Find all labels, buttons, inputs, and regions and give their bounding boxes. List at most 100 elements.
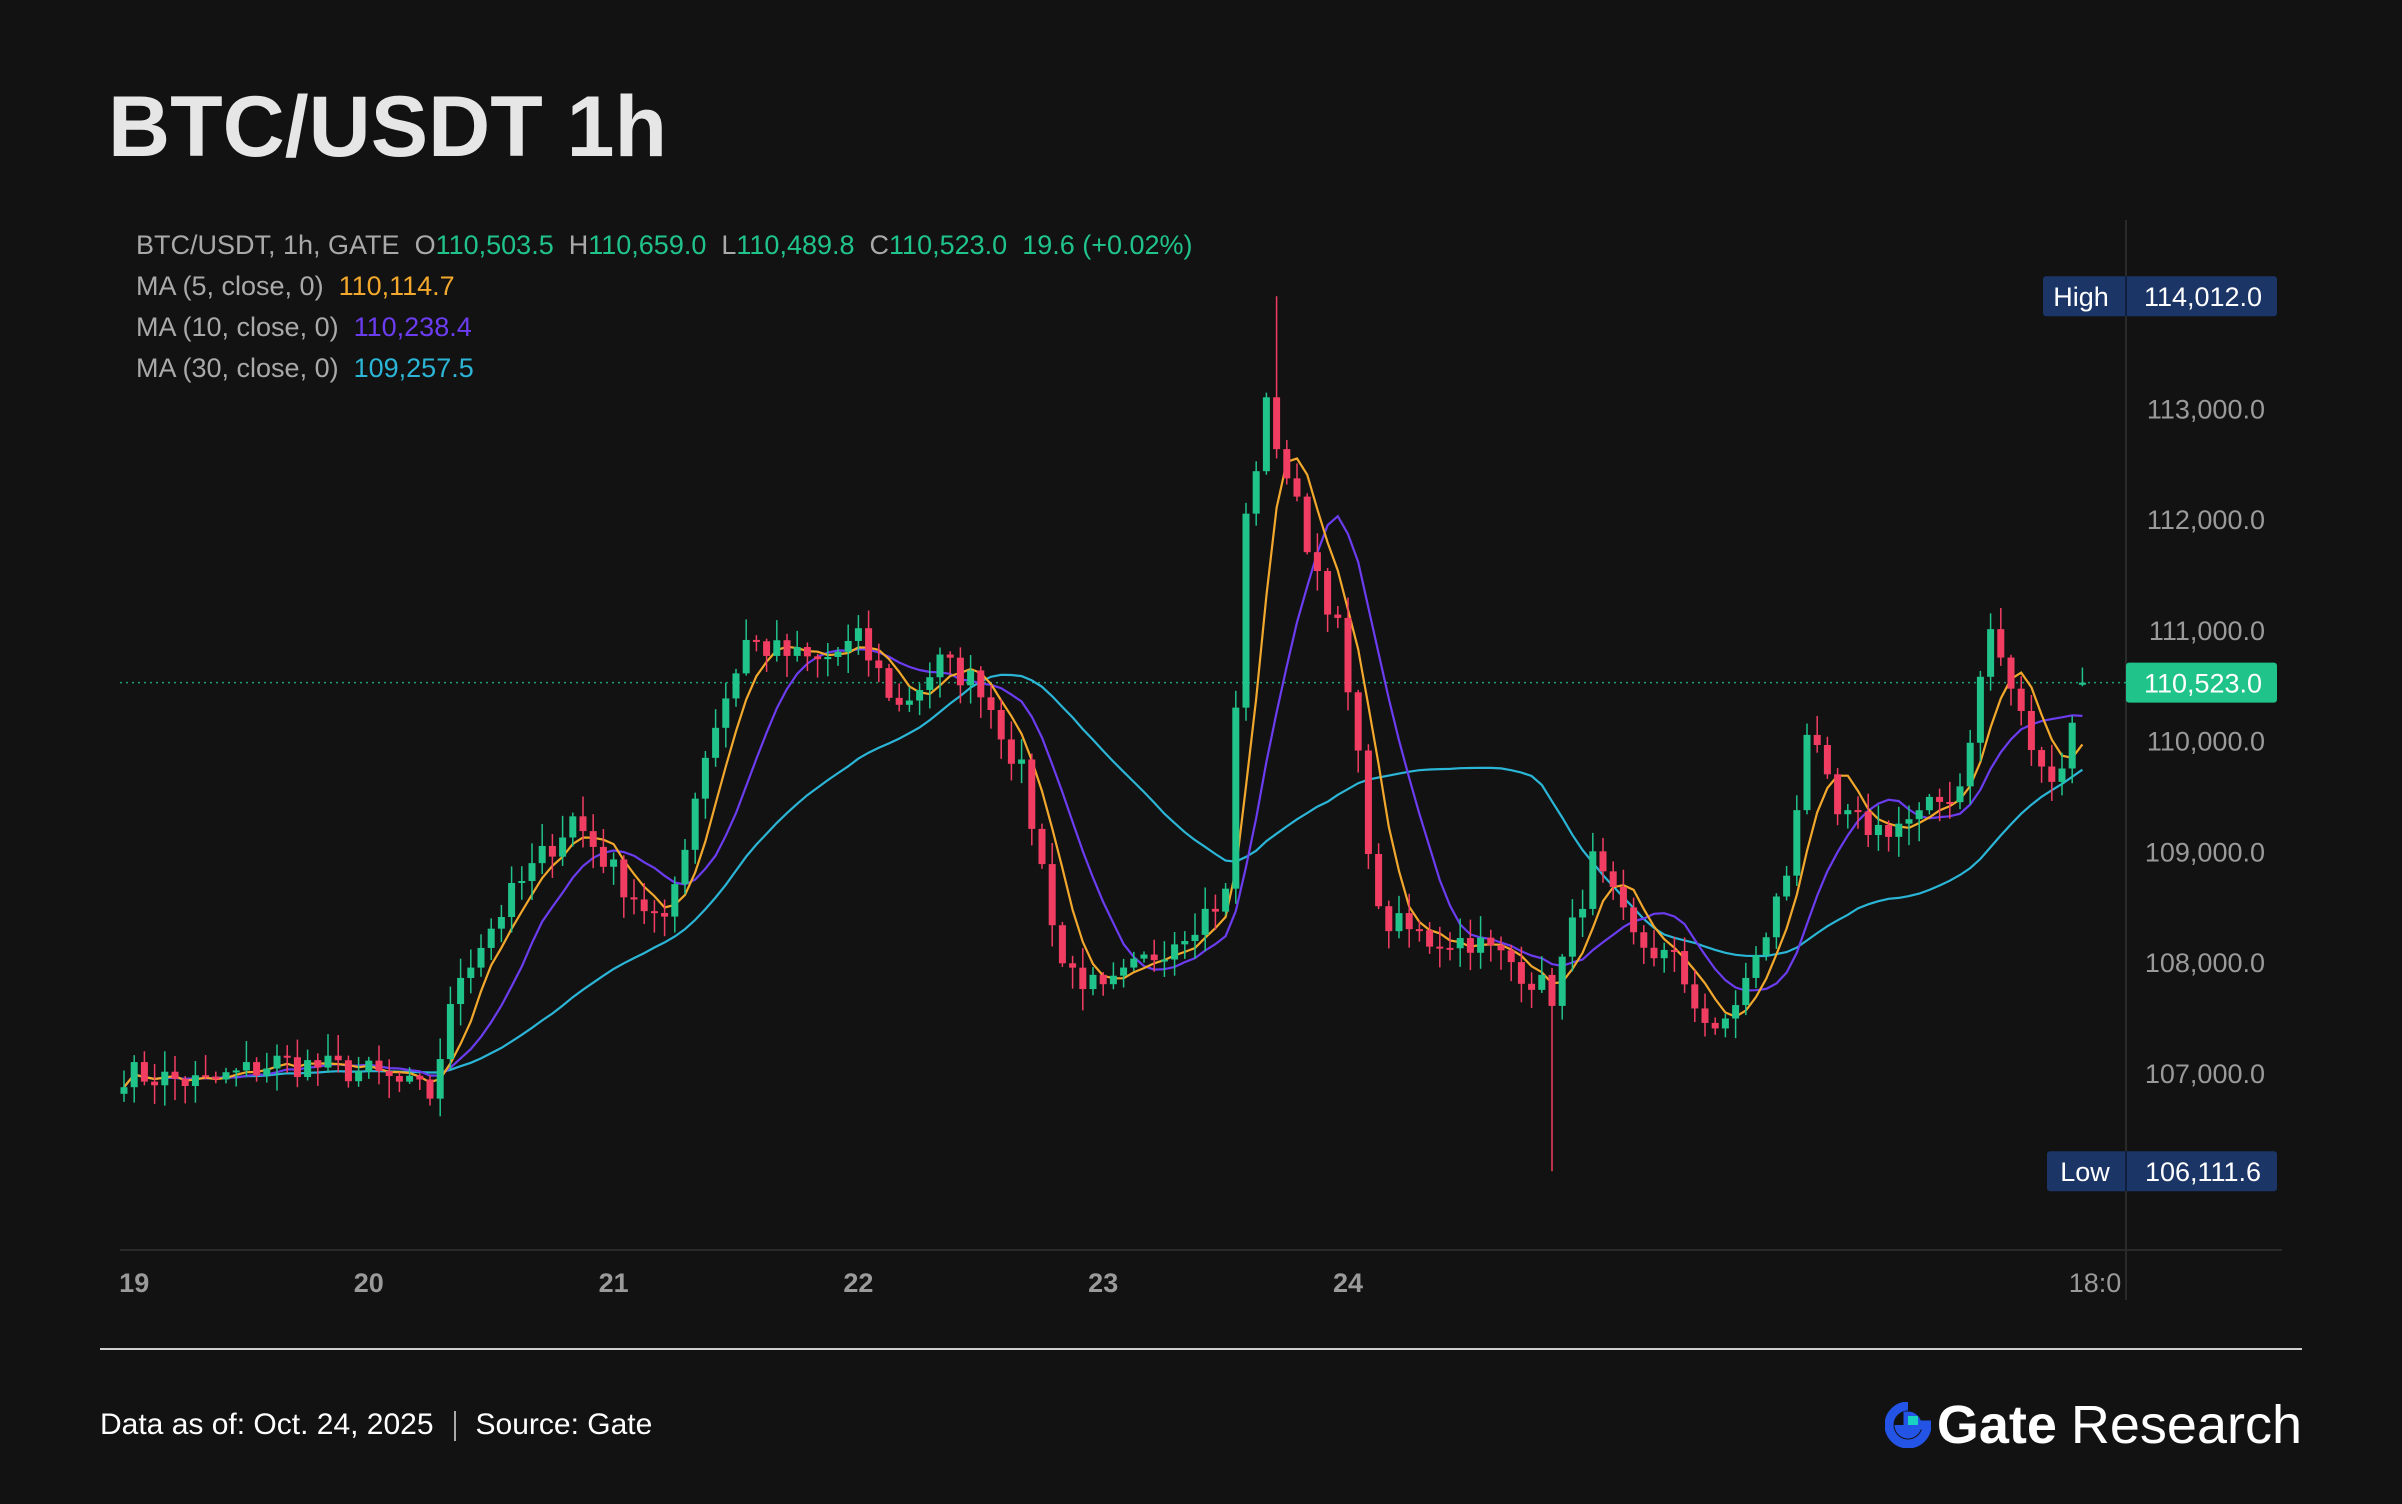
last-price-tag-value: 110,523.0 [2144,669,2262,699]
candle-body [1987,629,1995,677]
candle-body [1813,734,1821,746]
candle-body [589,831,597,847]
footer-source: Source: Gate [475,1408,653,1441]
candle-body [1344,617,1352,693]
legend-change-value: 19.6 (+0.02%) [1022,230,1193,260]
candle-body [1966,742,1974,787]
y-tick-label: 113,000.0 [2147,394,2265,424]
candle-body [1273,397,1281,450]
candle-body [671,884,679,917]
y-tick-label: 107,000.0 [2145,1059,2265,1089]
candle-body [212,1076,220,1080]
candle-body [1395,913,1403,932]
candle-body [436,1059,444,1099]
candle-body [1048,864,1056,926]
candle-body [732,673,740,699]
candle-body [946,654,954,658]
candle-body [630,897,638,900]
candle-body [548,845,556,857]
candle-body [497,917,505,929]
candle-body [1548,974,1556,1006]
candle-body [1558,956,1566,1006]
candle-body [559,837,567,857]
low-tag [2047,1151,2277,1192]
candle-body [1823,745,1831,775]
candle-body [171,1071,179,1079]
candle-body [1293,478,1301,497]
candle-body [1752,955,1760,978]
candle-body [1058,925,1066,964]
candle-body [120,1087,128,1094]
candle-body [242,1062,250,1071]
candle-body [1925,796,1933,811]
legend-low-value: 110,489.8 [736,230,855,260]
legend-high-label: H [568,230,589,260]
candle-body [1222,888,1230,912]
legend-ma5-value: 110,114.7 [338,271,455,301]
x-tick-label: 18:0 [2069,1268,2122,1298]
candle-body [763,641,771,656]
candle-body [1976,676,1984,743]
legend-close-label: C [869,230,890,260]
candle-body [1018,759,1026,764]
legend-low-label: L [721,230,737,260]
candle-body [1803,734,1811,811]
candle-body [1497,945,1505,951]
candle-body [997,709,1005,740]
legend-ma30-row: MA (30, close, 0) 109,257.5 [136,353,474,384]
x-tick-label: 19 [119,1268,149,1298]
candle-body [1171,944,1179,960]
candle-body [742,639,750,674]
candle-body [967,670,975,686]
candle-body [691,798,699,850]
candle-body [844,640,852,652]
candle-body [1038,828,1046,865]
candle-body [1895,823,1903,837]
brand-name: Gate [1936,1395,2057,1455]
candle-body [926,677,934,691]
candle-body [569,816,577,838]
candle-body [263,1068,271,1076]
candle-body [344,1060,352,1082]
candle-body [1385,906,1393,932]
candle-body [773,640,781,656]
candle-body [2038,750,2046,767]
candle-body [2048,766,2056,782]
candle-body [956,657,964,686]
candle-body [1762,937,1770,956]
candle-body [1109,975,1117,985]
candle-body [1874,824,1882,836]
candle-body [375,1060,383,1072]
legend-ma10-label: MA (10, close, 0) [136,312,339,342]
x-tick-label: 21 [599,1268,629,1298]
brand-logo: Gate Research [1884,1394,2302,1456]
candle-body [916,690,924,701]
candle-body [1640,932,1648,948]
candle-body [1783,875,1791,897]
candle-body [1191,934,1199,942]
candle-body [1324,571,1332,615]
legend-ma5-row: MA (5, close, 0) 110,114.7 [136,271,455,302]
candle-body [814,656,822,660]
candle-body [2007,657,2015,689]
candle-body [1262,397,1270,472]
candle-body [1477,937,1485,953]
candle-body [457,977,465,1005]
candle-body [508,883,516,918]
candle-body [1772,896,1780,938]
y-tick-label: 108,000.0 [2145,948,2265,978]
candle-body [130,1062,138,1088]
candle-body [987,697,995,710]
candle-body [1130,958,1138,968]
legend-ma10-row: MA (10, close, 0) 110,238.4 [136,312,472,343]
candle-body [1721,1018,1729,1029]
candle-body [1069,963,1077,968]
candle-body [1660,949,1668,959]
legend-open-label: O [414,230,436,260]
candle-body [1283,449,1291,479]
candle-body [334,1055,342,1061]
candle-body [1466,938,1474,953]
candle-body [1120,967,1128,976]
candle-body [681,849,689,885]
